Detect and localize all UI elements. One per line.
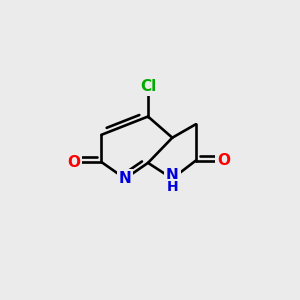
Text: N: N — [119, 171, 131, 186]
Text: H: H — [167, 180, 178, 194]
Text: Cl: Cl — [140, 79, 156, 94]
Text: N: N — [166, 168, 179, 183]
Text: O: O — [217, 153, 230, 168]
Text: O: O — [67, 154, 80, 169]
